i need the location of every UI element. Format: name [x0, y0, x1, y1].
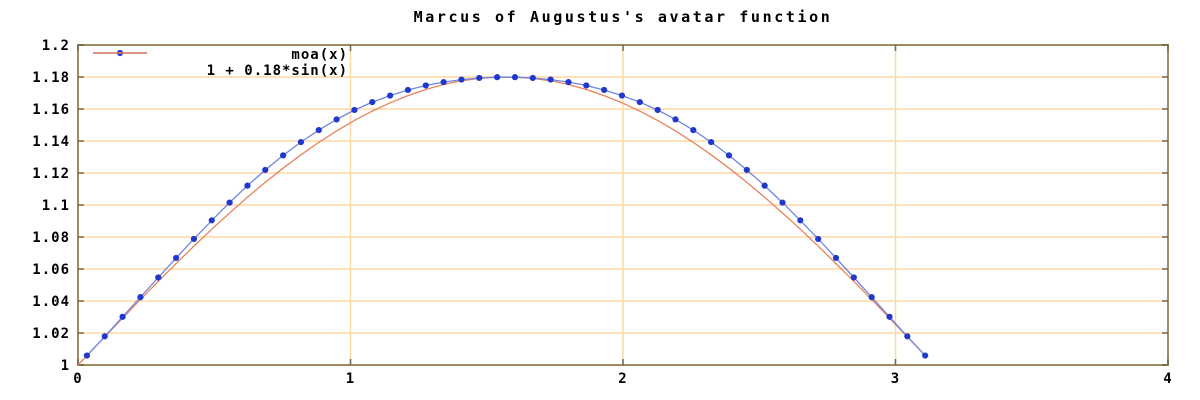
series-moa-point	[922, 352, 929, 359]
series-moa-point	[672, 116, 679, 123]
series-moa-point	[904, 333, 911, 340]
series-moa-point	[832, 254, 840, 262]
y-tick-label: 1.14	[32, 134, 70, 150]
series-moa-point	[601, 86, 608, 94]
series-moa-point	[511, 74, 519, 81]
series-moa-point	[83, 352, 91, 359]
y-tick-label: 1	[61, 358, 70, 374]
y-tick-label: 1.06	[32, 262, 70, 278]
series-moa-point	[262, 166, 269, 174]
y-tick-label: 1.1	[42, 198, 70, 214]
series-moa-point	[369, 99, 376, 106]
series-moa-line	[86, 76, 926, 357]
series-moa-point	[155, 274, 162, 281]
x-tick-label: 1	[346, 371, 355, 387]
legend-item-label: 1 + 0.18*sin(x)	[206, 63, 348, 79]
x-tick-label: 2	[618, 371, 627, 387]
series-moa-point	[173, 254, 180, 262]
series-moa-point	[743, 166, 750, 174]
series-moa-point	[208, 217, 215, 224]
x-tick-label: 4	[1163, 371, 1172, 387]
series-moa-point	[226, 199, 233, 206]
y-tick-label: 1.18	[32, 70, 70, 86]
series-moa-point	[886, 313, 893, 320]
series-moa-point	[280, 152, 287, 159]
legend-item: 1 + 0.18*sin(x)	[80, 52, 348, 79]
series-moa-point	[708, 139, 715, 146]
series-moa-point	[351, 106, 358, 114]
series-moa-point	[547, 76, 554, 83]
chart-title: Marcus of Augustus's avatar function	[413, 8, 833, 26]
series-moa-point	[618, 92, 626, 99]
x-tick-label: 3	[891, 371, 900, 387]
legend-sample-sine	[93, 52, 147, 54]
series-moa-point	[190, 235, 198, 243]
y-tick-label: 1.16	[32, 102, 70, 118]
series-moa-point	[333, 116, 340, 123]
series-moa-point	[725, 152, 733, 159]
series-moa-point	[868, 294, 875, 301]
y-tick-label: 1.12	[32, 166, 70, 182]
series-moa-point	[850, 274, 857, 281]
series-moa-point	[137, 294, 144, 301]
series-moa-point	[101, 333, 108, 340]
y-tick-label: 1.04	[32, 294, 70, 310]
series-moa-point	[440, 79, 447, 86]
series-moa-point	[529, 74, 536, 82]
y-tick-label: 1.08	[32, 230, 70, 246]
x-tick-label: 0	[73, 371, 82, 387]
legend-item-label: moa(x)	[291, 47, 348, 63]
series-moa-point	[797, 217, 804, 224]
y-tick-label: 1.02	[32, 326, 70, 342]
legend: moa(x) 1 + 0.18*sin(x)	[80, 47, 348, 79]
series-moa-point	[779, 199, 786, 206]
series-moa-point	[422, 82, 429, 89]
series-moa-point	[583, 82, 590, 89]
series-moa-point	[404, 86, 412, 94]
series-moa-point	[297, 139, 305, 146]
series-moa-point	[244, 182, 251, 189]
series-moa-point	[636, 99, 643, 106]
series-moa-point	[654, 106, 661, 114]
series-moa-point	[494, 74, 501, 81]
series-moa-point	[458, 76, 465, 83]
series-moa-point	[476, 74, 483, 82]
series-moa-point	[565, 79, 572, 86]
series-moa-point	[387, 92, 394, 99]
series-moa-point	[690, 127, 697, 134]
series-moa-point	[119, 313, 126, 320]
series-moa-point	[815, 235, 822, 243]
y-tick-label: 1.2	[42, 38, 70, 54]
series-moa-point	[761, 182, 768, 189]
series-moa-point	[315, 127, 322, 134]
